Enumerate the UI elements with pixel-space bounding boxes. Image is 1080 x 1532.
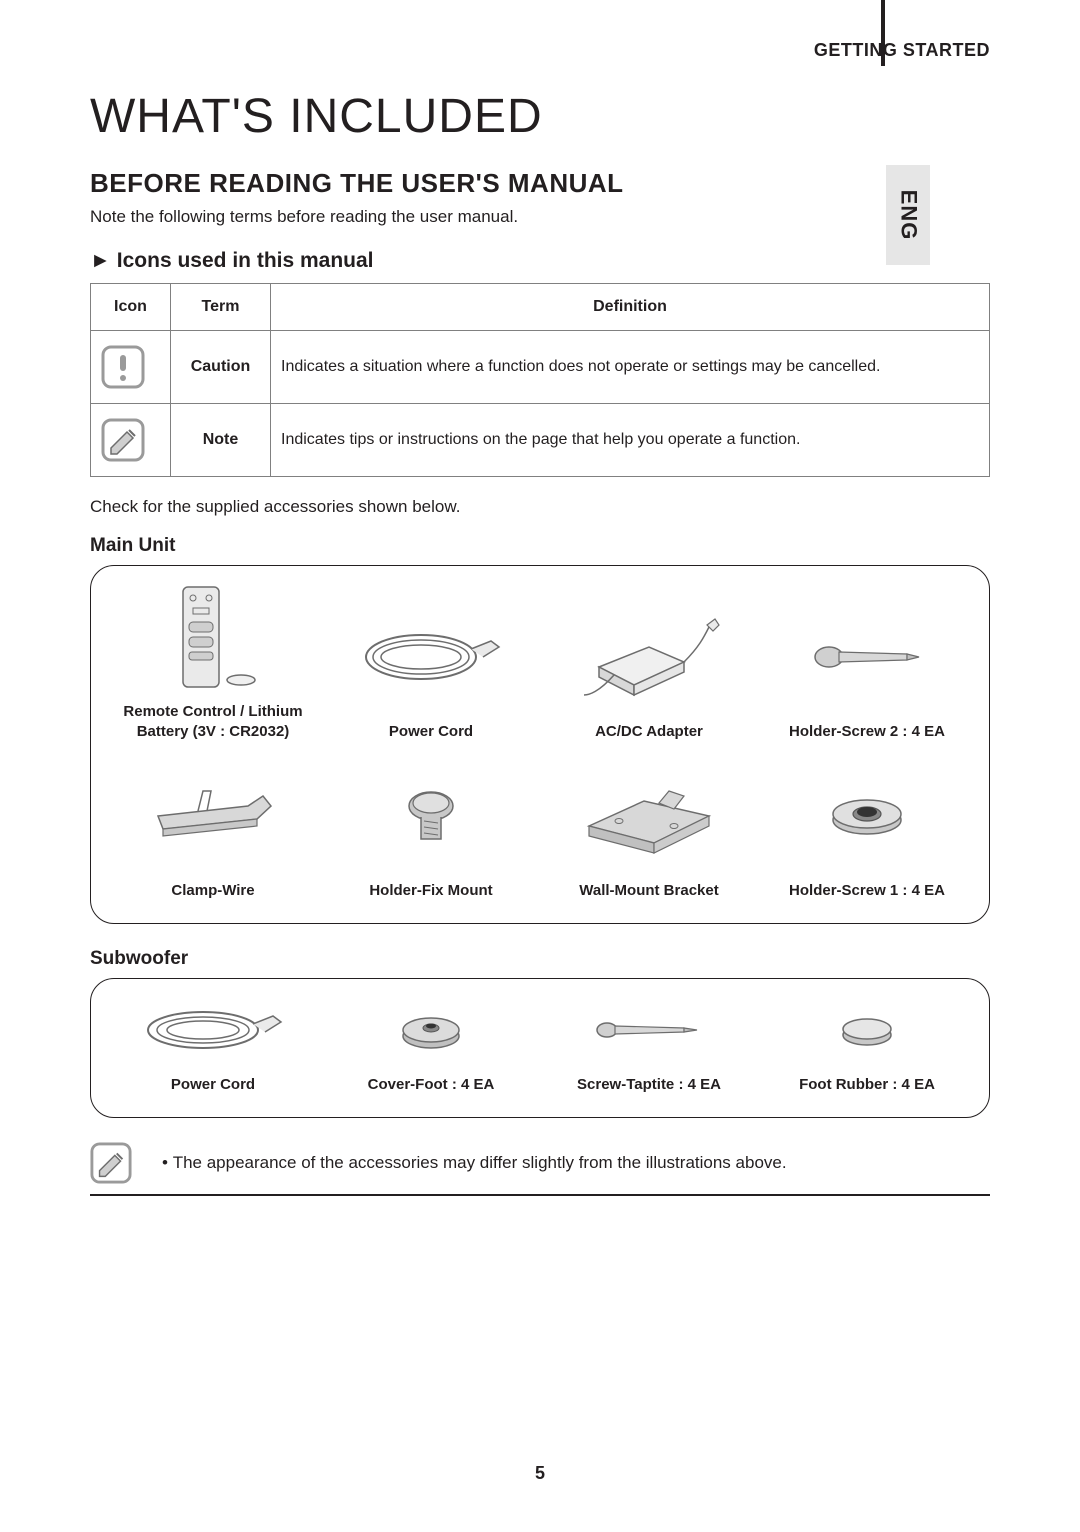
- item-holder-fix-mount: Holder-Fix Mount: [327, 761, 535, 901]
- power-cord-icon: [351, 602, 511, 712]
- item-cover-foot: Cover-Foot : 4 EA: [327, 995, 535, 1095]
- page-container: GETTING STARTED ENG WHAT'S INCLUDED BEFO…: [0, 0, 1080, 1532]
- holder-fix-mount-icon: [351, 761, 511, 871]
- section-subtitle: BEFORE READING THE USER'S MANUAL: [90, 168, 990, 199]
- section-tag: GETTING STARTED: [814, 40, 990, 61]
- def-caution: Indicates a situation where a function d…: [271, 331, 990, 404]
- screw-taptite-icon: [569, 995, 729, 1065]
- main-unit-grid: Remote Control / Lithium Battery (3V : C…: [109, 582, 971, 901]
- term-caution: Caution: [171, 331, 271, 404]
- clamp-wire-icon: [133, 761, 293, 871]
- note-icon: [90, 1142, 132, 1184]
- th-icon: Icon: [91, 284, 171, 331]
- foot-rubber-icon: [787, 995, 947, 1065]
- item-wall-mount-bracket: Wall-Mount Bracket: [545, 761, 753, 901]
- check-accessories-line: Check for the supplied accessories shown…: [90, 497, 990, 517]
- footnote-row: • The appearance of the accessories may …: [90, 1142, 990, 1196]
- item-screw-taptite: Screw-Taptite : 4 EA: [545, 995, 753, 1095]
- table-row: Caution Indicates a situation where a fu…: [91, 331, 990, 404]
- item-label: Clamp-Wire: [171, 881, 254, 901]
- item-adapter: AC/DC Adapter: [545, 582, 753, 743]
- language-tab: ENG: [886, 165, 930, 265]
- icons-heading: ►Icons used in this manual: [90, 249, 990, 273]
- subwoofer-label: Subwoofer: [90, 948, 990, 970]
- caution-icon: [101, 345, 145, 389]
- language-tab-label: ENG: [895, 190, 921, 241]
- subwoofer-box: Power Cord Cover-Foot : 4 EA: [90, 978, 990, 1118]
- main-unit-label: Main Unit: [90, 535, 990, 557]
- item-holder-screw-2: Holder-Screw 2 : 4 EA: [763, 582, 971, 743]
- cover-foot-icon: [351, 995, 511, 1065]
- icons-table: Icon Term Definition Caution Indicates a…: [90, 283, 990, 477]
- caution-icon-cell: [91, 331, 171, 404]
- item-label: Foot Rubber : 4 EA: [799, 1075, 935, 1095]
- subwoofer-grid: Power Cord Cover-Foot : 4 EA: [109, 995, 971, 1095]
- page-title: WHAT'S INCLUDED: [90, 89, 990, 144]
- item-label: AC/DC Adapter: [595, 722, 703, 742]
- term-note: Note: [171, 404, 271, 477]
- wall-mount-bracket-icon: [569, 761, 729, 871]
- holder-screw-2-icon: [787, 602, 947, 712]
- item-label: Holder-Screw 1 : 4 EA: [789, 881, 945, 901]
- item-label: Remote Control / Lithium Battery (3V : C…: [109, 702, 317, 743]
- th-definition: Definition: [271, 284, 990, 331]
- item-label: Wall-Mount Bracket: [579, 881, 718, 901]
- header-bar: GETTING STARTED: [90, 40, 990, 61]
- holder-screw-1-icon: [787, 761, 947, 871]
- table-row: Note Indicates tips or instructions on t…: [91, 404, 990, 477]
- page-number: 5: [0, 1463, 1080, 1484]
- item-remote: Remote Control / Lithium Battery (3V : C…: [109, 582, 317, 743]
- item-power-cord: Power Cord: [327, 582, 535, 743]
- def-note: Indicates tips or instructions on the pa…: [271, 404, 990, 477]
- note-icon: [101, 418, 145, 462]
- main-unit-box: Remote Control / Lithium Battery (3V : C…: [90, 565, 990, 924]
- item-label: Power Cord: [389, 722, 473, 742]
- item-label: Screw-Taptite : 4 EA: [577, 1075, 721, 1095]
- item-clamp-wire: Clamp-Wire: [109, 761, 317, 901]
- triangle-right-icon: ►: [90, 249, 111, 273]
- item-label: Power Cord: [171, 1075, 255, 1095]
- adapter-icon: [569, 602, 729, 712]
- power-cord-icon: [133, 995, 293, 1065]
- remote-icon: [133, 582, 293, 692]
- item-label: Holder-Screw 2 : 4 EA: [789, 722, 945, 742]
- footnote-text: • The appearance of the accessories may …: [162, 1153, 787, 1173]
- note-icon-cell: [91, 404, 171, 477]
- item-label: Cover-Foot : 4 EA: [368, 1075, 495, 1095]
- item-holder-screw-1: Holder-Screw 1 : 4 EA: [763, 761, 971, 901]
- intro-note: Note the following terms before reading …: [90, 207, 990, 227]
- item-label: Holder-Fix Mount: [369, 881, 492, 901]
- item-foot-rubber: Foot Rubber : 4 EA: [763, 995, 971, 1095]
- th-term: Term: [171, 284, 271, 331]
- item-sub-power-cord: Power Cord: [109, 995, 317, 1095]
